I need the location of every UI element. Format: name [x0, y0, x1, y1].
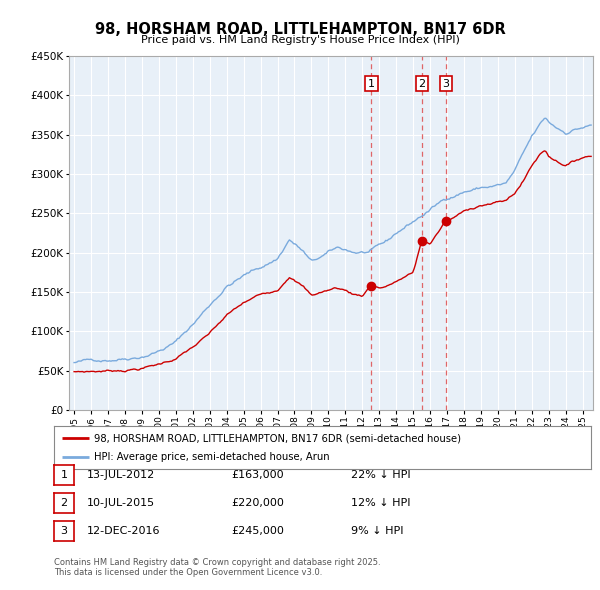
Text: 10-JUL-2015: 10-JUL-2015 — [87, 498, 155, 507]
Text: Price paid vs. HM Land Registry's House Price Index (HPI): Price paid vs. HM Land Registry's House … — [140, 35, 460, 45]
Text: 3: 3 — [443, 78, 449, 88]
Text: 9% ↓ HPI: 9% ↓ HPI — [351, 526, 404, 536]
Text: £163,000: £163,000 — [231, 470, 284, 480]
Text: HPI: Average price, semi-detached house, Arun: HPI: Average price, semi-detached house,… — [94, 452, 330, 462]
Text: 3: 3 — [61, 526, 67, 536]
Text: 98, HORSHAM ROAD, LITTLEHAMPTON, BN17 6DR (semi-detached house): 98, HORSHAM ROAD, LITTLEHAMPTON, BN17 6D… — [94, 433, 461, 443]
Text: 12% ↓ HPI: 12% ↓ HPI — [351, 498, 410, 507]
Text: 2: 2 — [418, 78, 425, 88]
Text: 2: 2 — [61, 498, 67, 507]
Text: 98, HORSHAM ROAD, LITTLEHAMPTON, BN17 6DR: 98, HORSHAM ROAD, LITTLEHAMPTON, BN17 6D… — [95, 22, 505, 37]
Text: £220,000: £220,000 — [231, 498, 284, 507]
Text: £245,000: £245,000 — [231, 526, 284, 536]
Text: 1: 1 — [368, 78, 375, 88]
Text: 12-DEC-2016: 12-DEC-2016 — [87, 526, 161, 536]
Text: Contains HM Land Registry data © Crown copyright and database right 2025.
This d: Contains HM Land Registry data © Crown c… — [54, 558, 380, 577]
Text: 13-JUL-2012: 13-JUL-2012 — [87, 470, 155, 480]
Text: 22% ↓ HPI: 22% ↓ HPI — [351, 470, 410, 480]
Text: 1: 1 — [61, 470, 67, 480]
